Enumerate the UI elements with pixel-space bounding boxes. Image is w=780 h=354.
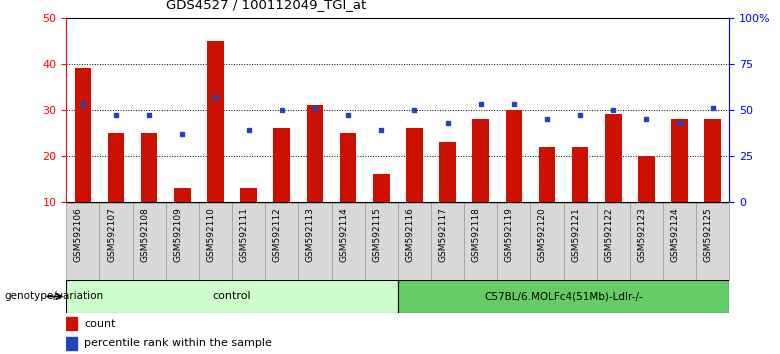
Bar: [66, 318, 77, 330]
Text: GSM592108: GSM592108: [140, 207, 149, 262]
Bar: [340, 133, 356, 202]
Bar: [630, 202, 663, 280]
Bar: [704, 119, 721, 202]
Bar: [597, 202, 629, 280]
Bar: [398, 280, 729, 313]
Bar: [539, 147, 555, 202]
Bar: [108, 133, 124, 202]
Bar: [265, 202, 298, 280]
Bar: [398, 202, 431, 280]
Bar: [605, 114, 622, 202]
Text: GSM592117: GSM592117: [438, 207, 448, 262]
Text: genotype/variation: genotype/variation: [4, 291, 103, 302]
Bar: [672, 119, 688, 202]
Bar: [364, 202, 398, 280]
Text: GSM592118: GSM592118: [472, 207, 480, 262]
Bar: [530, 202, 563, 280]
Bar: [638, 156, 654, 202]
Bar: [431, 202, 464, 280]
Bar: [498, 202, 530, 280]
Text: GSM592112: GSM592112: [273, 207, 282, 262]
Bar: [373, 174, 389, 202]
Text: C57BL/6.MOLFc4(51Mb)-Ldlr-/-: C57BL/6.MOLFc4(51Mb)-Ldlr-/-: [484, 291, 643, 302]
Text: count: count: [84, 319, 115, 329]
Bar: [464, 202, 498, 280]
Text: GSM592107: GSM592107: [107, 207, 116, 262]
Bar: [100, 202, 133, 280]
Text: GSM592119: GSM592119: [505, 207, 514, 262]
Text: GDS4527 / 100112049_TGI_at: GDS4527 / 100112049_TGI_at: [166, 0, 366, 11]
Bar: [663, 202, 696, 280]
Text: GSM592116: GSM592116: [406, 207, 414, 262]
Text: GSM592113: GSM592113: [306, 207, 315, 262]
Bar: [66, 202, 100, 280]
Bar: [572, 147, 588, 202]
Text: percentile rank within the sample: percentile rank within the sample: [84, 338, 272, 348]
Bar: [505, 110, 522, 202]
Text: GSM592114: GSM592114: [339, 207, 348, 262]
Text: GSM592115: GSM592115: [372, 207, 381, 262]
Bar: [307, 105, 323, 202]
Text: GSM592111: GSM592111: [239, 207, 249, 262]
Bar: [406, 128, 423, 202]
Bar: [439, 142, 456, 202]
Bar: [174, 188, 190, 202]
Text: GSM592110: GSM592110: [207, 207, 215, 262]
Bar: [133, 202, 166, 280]
Text: GSM592121: GSM592121: [571, 207, 580, 262]
Bar: [66, 337, 77, 350]
Text: GSM592123: GSM592123: [637, 207, 647, 262]
Bar: [473, 119, 489, 202]
Bar: [563, 202, 597, 280]
Text: GSM592106: GSM592106: [74, 207, 83, 262]
Bar: [207, 41, 224, 202]
Bar: [141, 133, 158, 202]
Bar: [298, 202, 331, 280]
Bar: [232, 202, 265, 280]
Text: GSM592120: GSM592120: [538, 207, 547, 262]
Text: GSM592124: GSM592124: [671, 207, 679, 262]
Bar: [274, 128, 290, 202]
Bar: [332, 202, 364, 280]
Bar: [66, 280, 398, 313]
Text: GSM592109: GSM592109: [173, 207, 183, 262]
Bar: [75, 68, 91, 202]
Bar: [696, 202, 729, 280]
Bar: [199, 202, 232, 280]
Bar: [240, 188, 257, 202]
Text: GSM592122: GSM592122: [604, 207, 613, 262]
Text: control: control: [213, 291, 251, 302]
Text: GSM592125: GSM592125: [704, 207, 713, 262]
Bar: [165, 202, 199, 280]
